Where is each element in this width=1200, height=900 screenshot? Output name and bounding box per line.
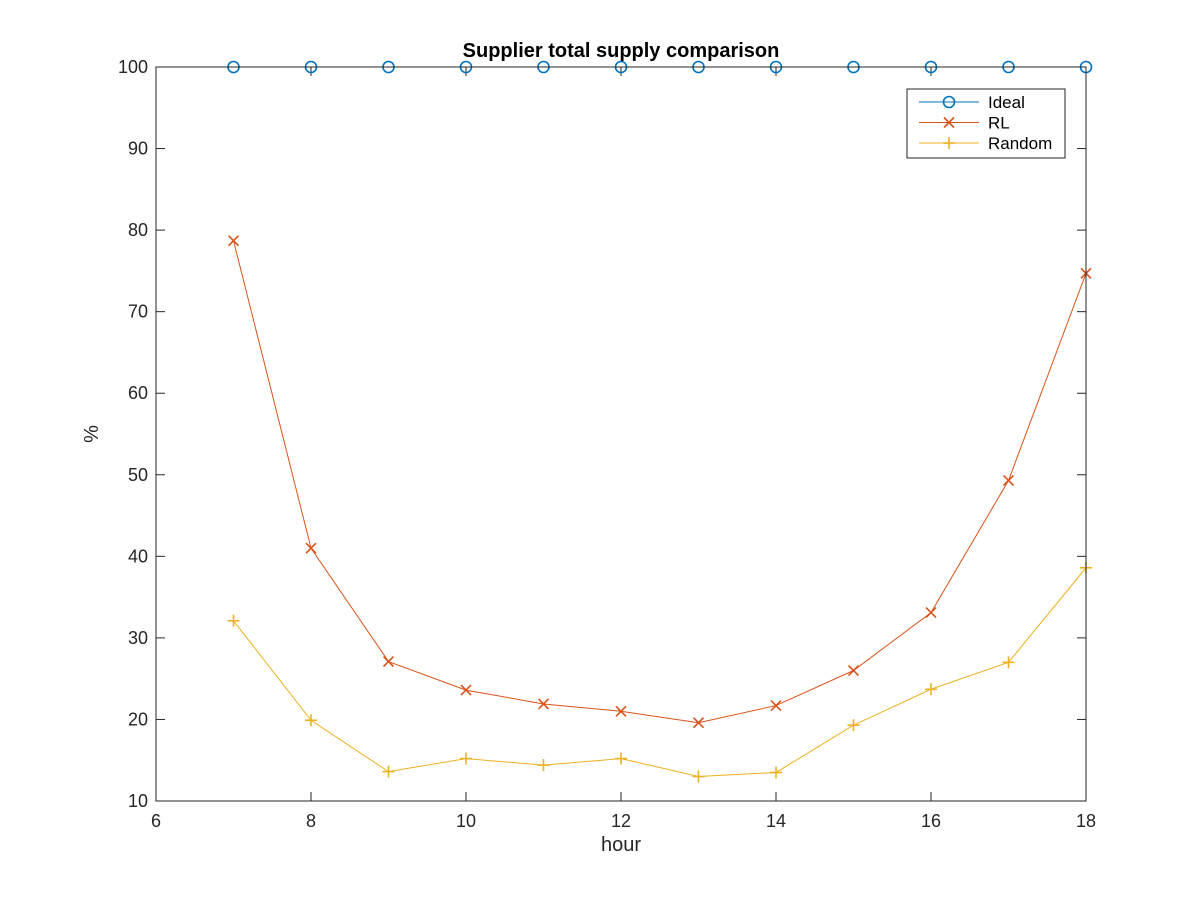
x-tick-label: 8 (306, 811, 316, 831)
tick-labels: 6 8 10 12 14 16 18 10 20 30 40 50 60 70 80 90 100 (118, 57, 1096, 831)
y-tick-label: 80 (128, 220, 148, 240)
data-point-random (925, 683, 937, 696)
data-point-rl (692, 717, 705, 729)
legend-marker-random (943, 137, 955, 149)
legend-item-random: Random (919, 134, 1052, 153)
data-point-rl (382, 655, 395, 668)
axes-box (155, 66, 1087, 802)
x-tick-label: 18 (1076, 811, 1096, 831)
data-point-rl (925, 607, 937, 619)
data-point-random (770, 766, 782, 779)
data-point-rl (615, 705, 627, 717)
series-line-random (233, 567, 1087, 778)
legend-box (906, 88, 1066, 159)
data-point-random (382, 765, 395, 778)
x-tick-label: 6 (151, 811, 161, 831)
y-tick-label: 50 (128, 465, 148, 485)
data-point-random (537, 759, 550, 772)
data-point-rl (227, 235, 240, 247)
data-point-rl (847, 664, 860, 677)
data-point-rl (305, 542, 317, 554)
y-tick-label: 100 (118, 57, 148, 77)
x-axis-label: hour (601, 834, 641, 856)
plot-area (156, 67, 1086, 801)
series-rl (227, 235, 1092, 729)
data-point-rl (1002, 474, 1015, 487)
x-tick-label: 14 (766, 811, 786, 831)
data-point-random (305, 714, 317, 727)
legend-label: Ideal (988, 93, 1025, 112)
data-point-random (615, 752, 627, 765)
data-point-rl (770, 700, 782, 712)
series-line-rl (233, 240, 1087, 724)
data-point-random (227, 614, 240, 627)
legend-item-ideal: Ideal (919, 93, 1025, 112)
y-tick-label: 70 (128, 302, 148, 322)
data-point-random (1002, 656, 1015, 669)
y-tick-label: 40 (128, 546, 148, 566)
legend-marker-rl (943, 116, 955, 129)
x-tick-label: 12 (611, 811, 631, 831)
x-tick-label: 10 (456, 811, 476, 831)
y-tick-label: 90 (128, 139, 148, 159)
y-tick-label: 60 (128, 383, 148, 403)
y-axis-label: % (81, 425, 103, 443)
data-point-random (692, 770, 705, 783)
legend-marker-ideal (942, 95, 956, 109)
data-point-random (847, 719, 860, 732)
y-tick-label: 30 (128, 628, 148, 648)
data-point-rl (537, 698, 550, 710)
legend-label: Random (988, 134, 1052, 153)
y-tick-label: 20 (128, 709, 148, 729)
data-point-random (460, 752, 472, 765)
chart-title: Supplier total supply comparison (463, 40, 780, 62)
x-tick-label: 16 (921, 811, 941, 831)
legend-item-rl: RL (919, 114, 1010, 133)
y-tick-label: 10 (128, 791, 148, 811)
data-point-rl (460, 684, 472, 696)
legend-label: RL (988, 114, 1010, 133)
